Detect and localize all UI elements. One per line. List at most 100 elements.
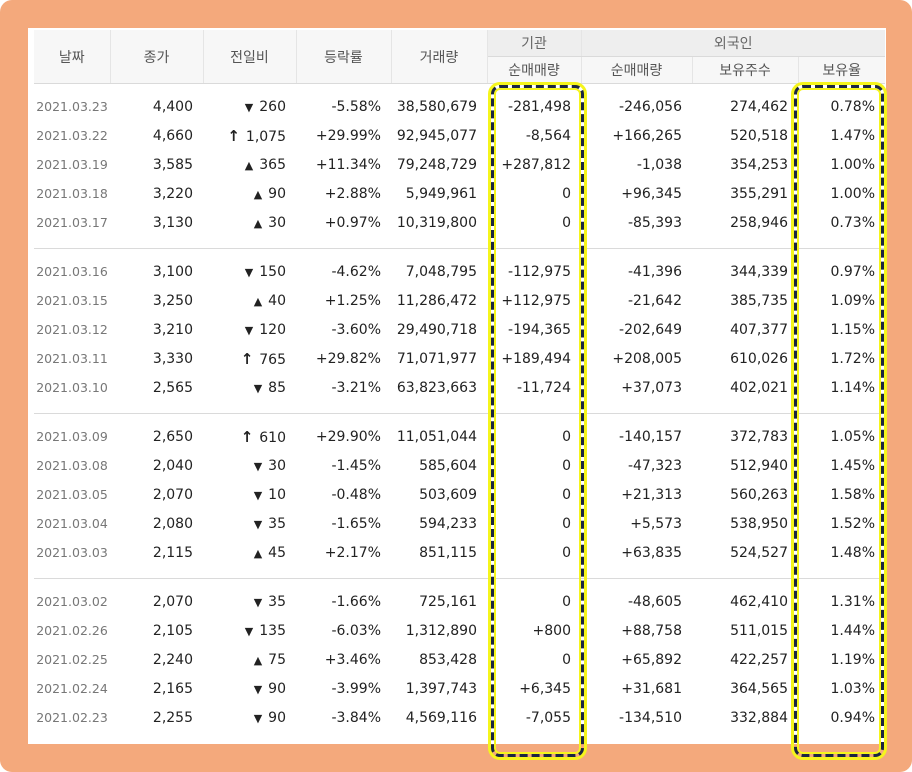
table-row: 2021.03.23 4,400 ▼ 260 -5.58% 38,580,679 -281,… xyxy=(34,84,885,122)
change-cell: ▼ 90 xyxy=(203,703,296,732)
change-cell: ↑ 765 xyxy=(203,344,296,373)
separator-line xyxy=(34,402,885,414)
volume-cell: 594,233 xyxy=(419,515,477,532)
change-value: 365 xyxy=(259,156,286,173)
limit-up-arrow-icon: ↑ xyxy=(240,427,254,446)
date-cell: 2021.02.26 xyxy=(36,623,108,638)
header-volume: 거래량 xyxy=(391,30,488,84)
foreign-shares-cell: 364,565 xyxy=(730,680,788,697)
foreign-shares-cell: 520,518 xyxy=(730,127,788,144)
change-cell: ▼ 85 xyxy=(203,373,296,402)
up-triangle-icon: ▲ xyxy=(253,187,263,201)
change-cell: ▼ 10 xyxy=(203,480,296,509)
foreign-shares-cell: 538,950 xyxy=(730,515,788,532)
foreign-shares-cell: 462,410 xyxy=(730,593,788,610)
close-cell: 4,660 xyxy=(152,127,193,144)
foreign-shares-cell: 422,257 xyxy=(730,651,788,668)
header-date: 날짜 xyxy=(34,30,111,84)
foreign-shares-cell: 402,021 xyxy=(730,379,788,396)
change-value: 30 xyxy=(268,457,286,474)
rate-cell: +1.25% xyxy=(324,292,381,309)
foreign-ratio-cell: 0.73% xyxy=(830,214,875,231)
group-separator xyxy=(34,567,885,579)
down-triangle-icon: ▼ xyxy=(244,100,254,114)
up-triangle-icon: ▲ xyxy=(253,653,263,667)
volume-cell: 1,312,890 xyxy=(405,622,477,639)
header-institution-net: 순매매량 xyxy=(487,56,582,84)
foreign-ratio-cell: 1.58% xyxy=(830,486,875,503)
change-value: 1,075 xyxy=(245,128,286,145)
header-institution-group: 기관 xyxy=(487,30,582,57)
foreign-shares-cell: 372,783 xyxy=(730,428,788,445)
change-value: 120 xyxy=(259,321,286,338)
header-foreign-group: 외국인 xyxy=(581,30,885,57)
foreign-net-cell: +65,892 xyxy=(621,651,682,668)
close-cell: 2,565 xyxy=(152,379,193,396)
change-cell: ▼ 260 xyxy=(203,84,296,122)
rate-cell: -3.60% xyxy=(331,321,381,338)
down-triangle-icon: ▼ xyxy=(253,595,263,609)
rate-cell: +2.88% xyxy=(324,185,381,202)
foreign-ratio-cell: 1.00% xyxy=(830,156,875,173)
change-cell: ▼ 120 xyxy=(203,315,296,344)
close-cell: 2,650 xyxy=(152,428,193,445)
down-triangle-icon: ▼ xyxy=(253,459,263,473)
date-cell: 2021.03.05 xyxy=(36,487,108,502)
rate-cell: -1.45% xyxy=(331,457,381,474)
rate-cell: -4.62% xyxy=(331,263,381,280)
close-cell: 3,100 xyxy=(152,263,193,280)
limit-up-arrow-icon: ↑ xyxy=(227,126,240,145)
change-cell: ▲ 75 xyxy=(203,645,296,674)
institution-net-cell: -7,055 xyxy=(525,709,571,726)
down-triangle-icon: ▼ xyxy=(253,488,263,502)
foreign-net-cell: -140,157 xyxy=(619,428,682,445)
foreign-net-cell: +88,758 xyxy=(621,622,682,639)
volume-cell: 4,569,116 xyxy=(405,709,477,726)
header-foreign-shares: 보유주수 xyxy=(692,56,799,84)
rate-cell: +29.90% xyxy=(315,428,381,445)
volume-cell: 79,248,729 xyxy=(396,156,477,173)
change-cell: ▼ 35 xyxy=(203,579,296,617)
change-cell: ▼ 35 xyxy=(203,509,296,538)
institution-net-cell: -112,975 xyxy=(508,263,571,280)
foreign-shares-cell: 524,527 xyxy=(730,544,788,561)
foreign-net-cell: +37,073 xyxy=(621,379,682,396)
separator-line xyxy=(34,567,885,579)
separator-line xyxy=(34,237,885,249)
foreign-net-cell: -246,056 xyxy=(619,98,682,115)
volume-cell: 5,949,961 xyxy=(405,185,477,202)
change-cell: ▲ 365 xyxy=(203,150,296,179)
limit-up-arrow-icon: ↑ xyxy=(240,349,254,368)
investor-trading-table: 날짜 종가 전일비 등락률 거래량 기관 외국인 순매매량 순매매량 보유주수 … xyxy=(34,30,885,732)
institution-net-cell: 0 xyxy=(562,214,571,231)
change-cell: ▼ 135 xyxy=(203,616,296,645)
foreign-net-cell: +166,265 xyxy=(612,127,682,144)
foreign-net-cell: +31,681 xyxy=(621,680,682,697)
rate-cell: +29.82% xyxy=(315,350,381,367)
close-cell: 3,220 xyxy=(152,185,193,202)
header-close: 종가 xyxy=(110,30,204,84)
close-cell: 2,070 xyxy=(152,486,193,503)
date-cell: 2021.03.16 xyxy=(36,264,108,279)
table-row: 2021.03.02 2,070 ▼ 35 -1.66% 725,161 0 -48,605 4… xyxy=(34,579,885,617)
date-cell: 2021.03.19 xyxy=(36,157,108,172)
rate-cell: -3.99% xyxy=(331,680,381,697)
foreign-net-cell: +96,345 xyxy=(621,185,682,202)
change-value: 90 xyxy=(268,185,286,202)
change-value: 35 xyxy=(268,593,286,610)
change-cell: ↑ 610 xyxy=(203,414,296,452)
group-separator xyxy=(34,237,885,249)
foreign-shares-cell: 354,253 xyxy=(730,156,788,173)
close-cell: 2,040 xyxy=(152,457,193,474)
volume-cell: 71,071,977 xyxy=(396,350,477,367)
table-panel: 날짜 종가 전일비 등락률 거래량 기관 외국인 순매매량 순매매량 보유주수 … xyxy=(28,28,886,744)
volume-cell: 725,161 xyxy=(419,593,477,610)
table-row: 2021.03.10 2,565 ▼ 85 -3.21% 63,823,663 -11,72… xyxy=(34,373,885,402)
rate-cell: +0.97% xyxy=(324,214,381,231)
foreign-ratio-cell: 1.47% xyxy=(830,127,875,144)
date-cell: 2021.03.10 xyxy=(36,380,108,395)
close-cell: 2,080 xyxy=(152,515,193,532)
change-cell: ▼ 150 xyxy=(203,249,296,287)
foreign-net-cell: -202,649 xyxy=(619,321,682,338)
close-cell: 3,250 xyxy=(152,292,193,309)
